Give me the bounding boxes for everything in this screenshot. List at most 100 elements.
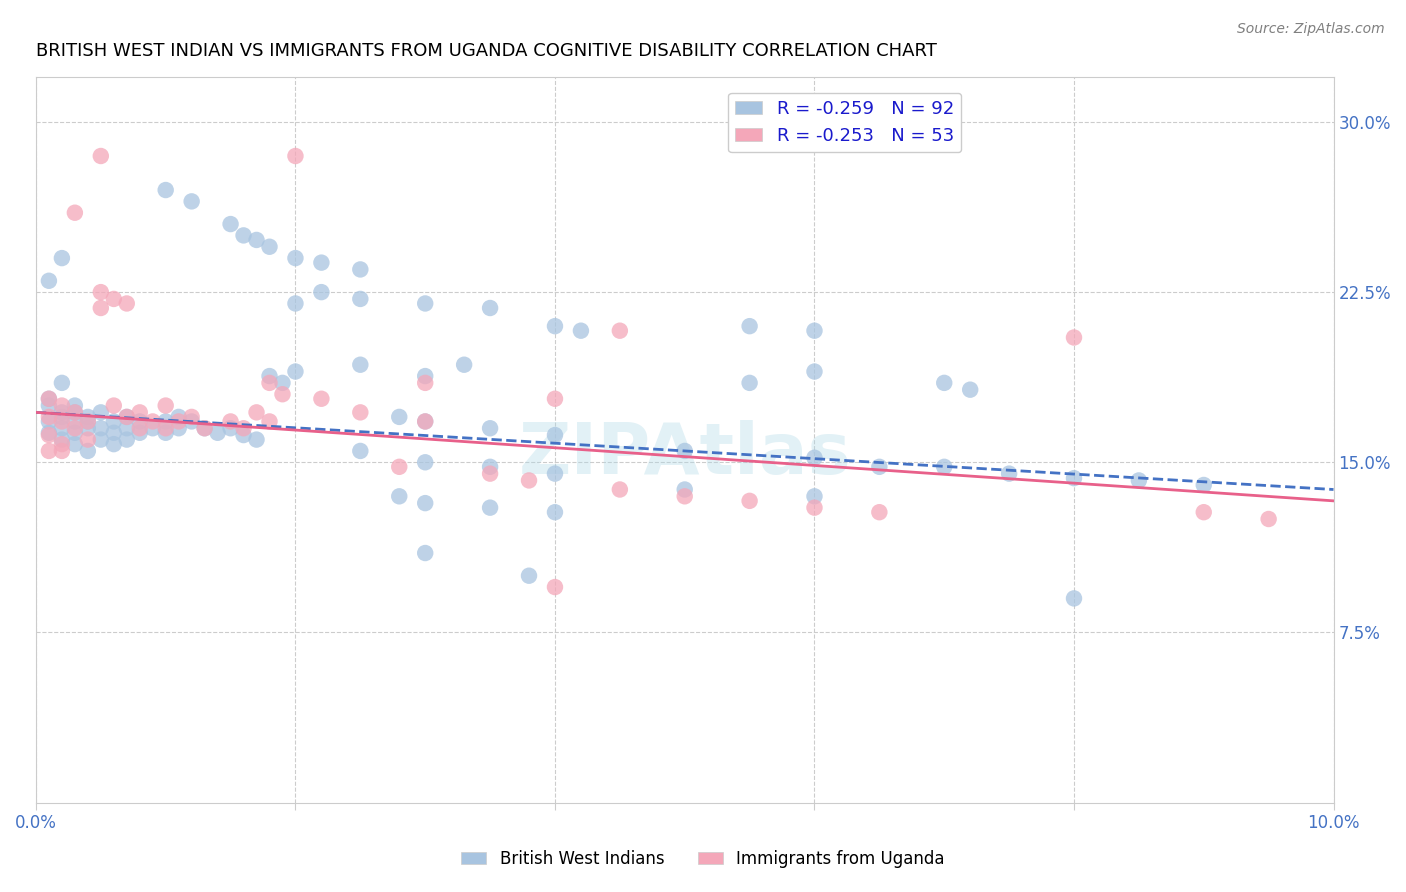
Point (609, 483, 631, 497)
Point (544, 505, 567, 519)
Point (868, 505, 890, 519)
Point (167, 421, 190, 435)
Point (142, 414, 165, 428)
Point (76, 433, 98, 447)
Point (180, 414, 202, 428)
Point (388, 459, 411, 474)
Point (479, 301, 502, 315)
Point (51, 251, 73, 265)
Point (544, 580, 567, 594)
Point (259, 414, 281, 428)
Point (544, 319, 567, 334)
Point (413, 455, 436, 469)
Point (180, 194, 202, 209)
Point (868, 459, 890, 474)
Point (63, 414, 86, 428)
Point (271, 376, 294, 390)
Point (115, 296, 138, 310)
Point (479, 459, 502, 474)
Point (413, 369, 436, 384)
Point (544, 467, 567, 481)
Point (311, 285, 333, 299)
Point (245, 433, 267, 447)
Point (155, 421, 177, 435)
Point (738, 319, 761, 334)
Point (517, 474, 540, 488)
Point (180, 409, 202, 424)
Point (219, 414, 242, 428)
Point (51, 399, 73, 413)
Point (232, 421, 254, 435)
Point (1063, 591, 1085, 606)
Point (1192, 505, 1215, 519)
Point (609, 324, 631, 338)
Point (803, 324, 825, 338)
Text: BRITISH WEST INDIAN VS IMMIGRANTS FROM UGANDA COGNITIVE DISABILITY CORRELATION C: BRITISH WEST INDIAN VS IMMIGRANTS FROM U… (37, 42, 936, 60)
Point (959, 383, 981, 397)
Point (284, 149, 307, 163)
Point (90, 433, 112, 447)
Point (128, 425, 150, 440)
Point (194, 421, 217, 435)
Point (998, 467, 1021, 481)
Point (517, 568, 540, 582)
Point (349, 358, 371, 372)
Text: ZIPAtlas: ZIPAtlas (519, 419, 851, 489)
Text: Source: ZipAtlas.com: Source: ZipAtlas.com (1237, 22, 1385, 37)
Point (284, 296, 307, 310)
Point (38, 428, 60, 442)
Point (51, 437, 73, 451)
Point (51, 376, 73, 390)
Point (544, 428, 567, 442)
Point (413, 546, 436, 560)
Point (90, 149, 112, 163)
Point (311, 392, 333, 406)
Point (103, 414, 125, 428)
Point (128, 405, 150, 419)
Point (38, 409, 60, 424)
Point (155, 425, 177, 440)
Point (103, 437, 125, 451)
Point (76, 444, 98, 458)
Point (349, 405, 371, 419)
Point (38, 425, 60, 440)
Point (103, 425, 125, 440)
Point (63, 405, 86, 419)
Point (673, 489, 696, 503)
Point (90, 405, 112, 419)
Point (259, 369, 281, 384)
Point (63, 421, 86, 435)
Point (155, 414, 177, 428)
Point (128, 414, 150, 428)
Point (388, 489, 411, 503)
Point (349, 262, 371, 277)
Point (115, 433, 138, 447)
Point (311, 255, 333, 269)
Point (388, 409, 411, 424)
Point (194, 421, 217, 435)
Point (271, 387, 294, 401)
Legend: British West Indians, Immigrants from Uganda: British West Indians, Immigrants from Ug… (454, 844, 952, 875)
Point (51, 409, 73, 424)
Point (38, 274, 60, 288)
Point (63, 437, 86, 451)
Point (413, 414, 436, 428)
Point (259, 240, 281, 254)
Point (63, 405, 86, 419)
Point (413, 496, 436, 510)
Point (803, 500, 825, 515)
Point (38, 444, 60, 458)
Point (232, 228, 254, 243)
Point (219, 421, 242, 435)
Point (90, 301, 112, 315)
Point (413, 296, 436, 310)
Point (219, 217, 242, 231)
Point (479, 500, 502, 515)
Point (934, 376, 956, 390)
Point (245, 233, 267, 247)
Point (63, 425, 86, 440)
Point (167, 414, 190, 428)
Point (38, 392, 60, 406)
Point (544, 392, 567, 406)
Point (207, 425, 229, 440)
